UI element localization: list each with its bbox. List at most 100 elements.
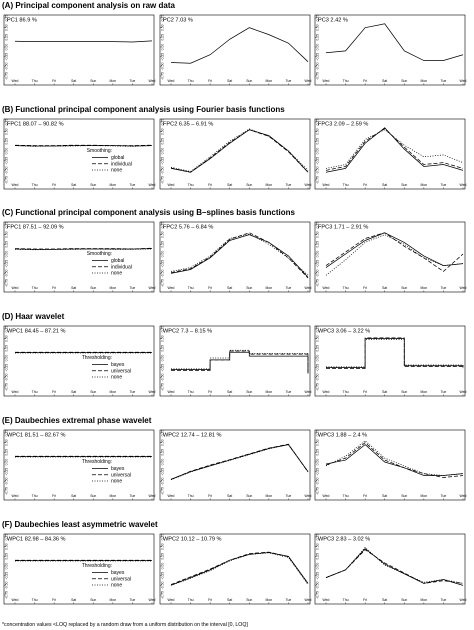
x-tick-label: Sun (90, 494, 96, 498)
x-tick-label: Wed (305, 286, 312, 290)
x-tick-label: Fri (363, 390, 367, 394)
x-tick-label: Thu (188, 183, 194, 187)
x-tick-label: Wed (149, 79, 156, 83)
y-tick-label: 0.75 (5, 326, 9, 333)
series-line (170, 444, 309, 480)
x-tick-label: Wed (149, 598, 156, 602)
x-tick-label: Wed (305, 494, 312, 498)
x-tick-label: Fri (52, 390, 56, 394)
x-tick-label: Sun (90, 183, 96, 187)
x-tick-label: Mon (266, 598, 273, 602)
y-tick-label: 0.25 (161, 449, 165, 456)
x-tick-label: Mon (110, 286, 117, 290)
series-line (171, 349, 309, 372)
legend-title: Smoothing: (87, 251, 112, 257)
x-tick-label: Tue (130, 286, 136, 290)
x-tick-label: Sun (246, 79, 252, 83)
x-tick-label: Wed (460, 79, 467, 83)
x-tick-label: Tue (130, 494, 136, 498)
x-tick-label: Wed (305, 79, 312, 83)
y-tick-label: 0.00 (5, 563, 9, 570)
x-tick-label: Mon (266, 494, 273, 498)
y-tick-label: 0.50 (316, 231, 320, 238)
series-line (325, 23, 464, 61)
series-line (325, 444, 464, 476)
x-tick-label: Tue (130, 79, 136, 83)
section-title: (B) Functional principal component analy… (2, 105, 285, 114)
x-tick-label: Sat (382, 390, 387, 394)
y-tick-label: 0.75 (5, 534, 9, 541)
x-tick-label: Wed (149, 286, 156, 290)
series-line (14, 247, 153, 250)
y-tick-label: 0.75 (161, 15, 165, 22)
section-title: (D) Haar wavelet (2, 312, 65, 321)
x-tick-label: Sat (71, 183, 76, 187)
panel-frame (159, 221, 311, 293)
x-tick-label: Sun (401, 183, 407, 187)
y-tick-label: 0.50 (316, 335, 320, 342)
x-tick-label: Thu (32, 286, 38, 290)
legend-entry: none (111, 479, 122, 485)
x-tick-label: Wed (168, 390, 175, 394)
x-tick-label: Sun (401, 598, 407, 602)
y-tick-label: 0.25 (161, 138, 165, 145)
x-tick-label: Mon (266, 183, 273, 187)
series-line (170, 552, 309, 586)
x-tick-label: Sun (90, 598, 96, 602)
series-line (170, 551, 309, 585)
y-tick-label: 0.50 (161, 543, 165, 550)
series-line (170, 443, 309, 480)
legend-title: Thresholding: (82, 355, 112, 361)
y-tick-label: -0.25 (161, 468, 165, 476)
y-tick-label: -0.50 (5, 477, 9, 485)
x-tick-label: Tue (130, 598, 136, 602)
x-tick-label: Thu (343, 183, 349, 187)
y-tick-label: 0.00 (5, 44, 9, 51)
series-line (325, 232, 464, 268)
y-tick-label: 0.75 (5, 119, 9, 126)
x-tick-label: Sat (227, 183, 232, 187)
y-tick-label: 0.00 (161, 251, 165, 258)
footnote: *concentration values <LOQ replaced by a… (2, 622, 248, 628)
y-tick-label: -0.50 (5, 62, 9, 70)
x-tick-label: Mon (266, 79, 273, 83)
x-tick-label: Tue (286, 390, 292, 394)
panel-title: PC3 2.42 % (318, 18, 348, 24)
x-tick-label: Tue (441, 598, 447, 602)
panel-title: PC1 86.9 % (7, 18, 37, 24)
section-title: (E) Daubechies extremal phase wavelet (2, 416, 152, 425)
x-tick-label: Mon (421, 79, 428, 83)
y-tick-label: -0.50 (5, 166, 9, 174)
y-tick-label: 0.75 (161, 326, 165, 333)
x-tick-label: Tue (441, 494, 447, 498)
y-tick-label: 0.75 (316, 534, 320, 541)
panel-frame (3, 118, 155, 190)
x-tick-label: Mon (266, 390, 273, 394)
x-tick-label: Wed (460, 494, 467, 498)
y-tick-label: -0.25 (5, 572, 9, 580)
y-tick-label: 0.75 (161, 534, 165, 541)
legend-entry: individual (111, 161, 132, 167)
x-tick-label: Wed (168, 79, 175, 83)
x-tick-label: Mon (110, 598, 117, 602)
x-tick-label: Wed (12, 183, 19, 187)
panel-title: WPC1 81.51 – 82.67 % (7, 433, 65, 439)
y-tick-label: 0.50 (161, 439, 165, 446)
section-title: (F) Daubechies least asymmetric wavelet (2, 520, 158, 529)
panel-title: WPC2 10.12 – 10.79 % (163, 537, 221, 543)
x-tick-label: Fri (363, 494, 367, 498)
y-tick-label: -0.50 (5, 269, 9, 277)
x-tick-label: Thu (188, 286, 194, 290)
panel-title: WPC2 7.3 – 8.15 % (163, 329, 212, 335)
y-tick-label: -0.25 (5, 157, 9, 165)
x-tick-label: Tue (441, 79, 447, 83)
legend-title: Thresholding: (82, 459, 112, 465)
x-tick-label: Wed (460, 598, 467, 602)
series-line (325, 548, 464, 586)
y-tick-label: 0.00 (316, 459, 320, 466)
y-tick-label: -0.50 (161, 166, 165, 174)
panel-title: FPC2 6.35 – 6.91 % (163, 122, 213, 128)
y-tick-label: 0.50 (5, 335, 9, 342)
series-line (171, 350, 309, 374)
series-line (170, 444, 309, 481)
